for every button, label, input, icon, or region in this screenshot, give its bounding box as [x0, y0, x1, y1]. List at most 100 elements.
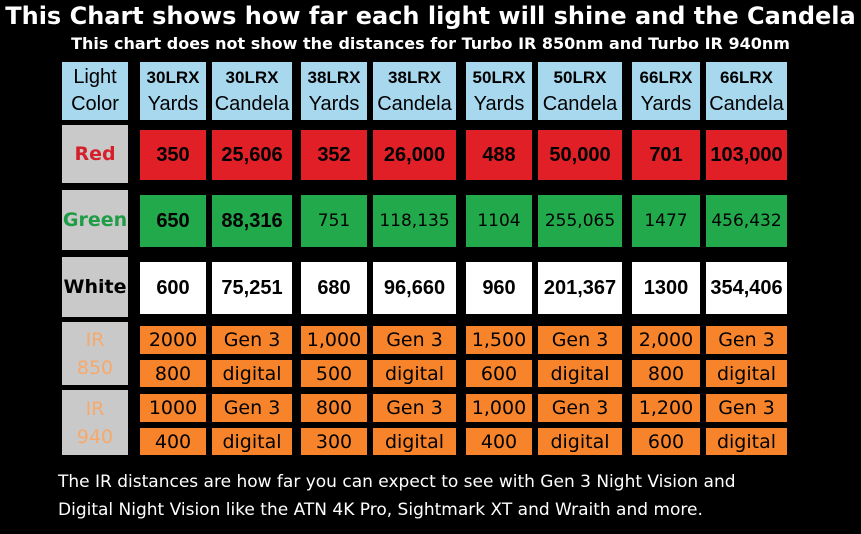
- ir-data-cell: 800: [632, 360, 700, 387]
- header-measure: Yards: [473, 93, 525, 115]
- header-measure: Candela: [709, 93, 784, 115]
- header-model: 50LRX: [553, 68, 607, 87]
- row-label-white: White: [62, 257, 128, 317]
- header-measure: Yards: [640, 93, 692, 115]
- header-model: 38LRX: [307, 68, 361, 87]
- header-model: 30LRX: [146, 68, 200, 87]
- data-cell: 103,000: [706, 130, 787, 180]
- ir-label-line1: IR: [85, 328, 105, 351]
- row-label-ir-850: IR 850: [62, 322, 128, 385]
- ir-data-cell: Gen 3: [373, 394, 456, 422]
- header-cell: 30LRX Yards: [140, 62, 206, 120]
- ir-data-cell: 2000: [140, 326, 206, 354]
- data-cell: 354,406: [706, 262, 787, 314]
- data-cell: 201,367: [538, 262, 622, 314]
- ir-data-cell: Gen 3: [706, 394, 787, 422]
- ir-data-cell: 600: [632, 428, 700, 455]
- ir-data-cell: Gen 3: [706, 326, 787, 354]
- header-cell: 50LRX Yards: [466, 62, 532, 120]
- data-cell: 1477: [632, 195, 700, 247]
- data-cell: 1104: [466, 195, 532, 247]
- header-cell: 38LRX Candela: [373, 62, 456, 120]
- ir-data-cell: digital: [212, 360, 292, 387]
- data-cell: 488: [466, 130, 532, 180]
- data-cell: 50,000: [538, 130, 622, 180]
- header-model: 66LRX: [639, 68, 693, 87]
- ir-data-cell: 1,200: [632, 394, 700, 422]
- color-label: Red: [74, 143, 116, 165]
- ir-label-line2: 940: [76, 425, 114, 448]
- color-label: White: [63, 276, 127, 298]
- header-measure: Candela: [214, 93, 290, 115]
- ir-data-cell: digital: [538, 360, 622, 387]
- data-cell: 96,660: [373, 262, 456, 314]
- ir-data-cell: 800: [140, 360, 206, 387]
- data-cell: 960: [466, 262, 532, 314]
- header-model: 38LRX: [388, 68, 441, 87]
- data-cell: 26,000: [373, 130, 456, 180]
- data-cell: 600: [140, 262, 206, 314]
- data-cell: 350: [140, 130, 206, 180]
- header-measure: Candela: [542, 93, 618, 115]
- ir-data-cell: Gen 3: [538, 326, 622, 354]
- header-cell: 38LRX Yards: [301, 62, 367, 120]
- ir-data-cell: Gen 3: [373, 326, 456, 354]
- ir-data-cell: 1,500: [466, 326, 532, 354]
- data-cell: 701: [632, 130, 700, 180]
- ir-data-cell: 600: [466, 360, 532, 387]
- header-cell: Light Color: [62, 62, 128, 120]
- color-label: Green: [62, 209, 128, 231]
- ir-data-cell: 800: [301, 394, 367, 422]
- header-measure: Color: [71, 93, 119, 115]
- header-cell: 66LRX Yards: [632, 62, 700, 120]
- ir-data-cell: Gen 3: [538, 394, 622, 422]
- ir-data-cell: 500: [301, 360, 367, 387]
- ir-data-cell: 300: [301, 428, 367, 455]
- header-model: 66LRX: [720, 68, 773, 87]
- ir-data-cell: 1,000: [466, 394, 532, 422]
- data-cell: 352: [301, 130, 367, 180]
- data-cell: 751: [301, 195, 367, 247]
- header-cell: 66LRX Candela: [706, 62, 787, 120]
- data-cell: 650: [140, 195, 206, 247]
- data-cell: 75,251: [212, 262, 292, 314]
- data-cell: 456,432: [706, 195, 787, 247]
- row-label-ir-940: IR 940: [62, 390, 128, 455]
- chart-title: This Chart shows how far each light will…: [5, 2, 856, 30]
- data-cell: 1300: [632, 262, 700, 314]
- footer-line-2: Digital Night Vision like the ATN 4K Pro…: [58, 500, 703, 520]
- ir-data-cell: digital: [706, 360, 787, 387]
- ir-label-line2: 850: [76, 356, 114, 379]
- footer-line-1: The IR distances are how far you can exp…: [58, 472, 736, 492]
- header-measure: Yards: [308, 93, 360, 115]
- header-model: 50LRX: [472, 68, 526, 87]
- ir-data-cell: 1,000: [301, 326, 367, 354]
- ir-data-cell: digital: [212, 428, 292, 455]
- header-measure: Candela: [377, 93, 452, 115]
- ir-data-cell: 1000: [140, 394, 206, 422]
- ir-data-cell: 400: [466, 428, 532, 455]
- ir-data-cell: digital: [706, 428, 787, 455]
- data-cell: 255,065: [538, 195, 622, 247]
- ir-data-cell: Gen 3: [212, 326, 292, 354]
- header-measure: Yards: [147, 93, 199, 115]
- footer-note: The IR distances are how far you can exp…: [58, 468, 848, 524]
- ir-data-cell: 2,000: [632, 326, 700, 354]
- ir-data-cell: digital: [538, 428, 622, 455]
- data-cell: 88,316: [212, 195, 292, 247]
- header-model: 30LRX: [225, 68, 279, 87]
- ir-label-line1: IR: [85, 397, 105, 420]
- chart-subtitle: This chart does not show the distances f…: [71, 34, 790, 53]
- ir-data-cell: digital: [373, 428, 456, 455]
- header-cell: 50LRX Candela: [538, 62, 622, 120]
- ir-data-cell: Gen 3: [212, 394, 292, 422]
- header-model: Light: [73, 66, 117, 88]
- header-cell: 30LRX Candela: [212, 62, 292, 120]
- data-cell: 25,606: [212, 130, 292, 180]
- data-cell: 680: [301, 262, 367, 314]
- row-label-green: Green: [62, 190, 128, 250]
- ir-data-cell: 400: [140, 428, 206, 455]
- data-cell: 118,135: [373, 195, 456, 247]
- row-label-red: Red: [62, 125, 128, 183]
- ir-data-cell: digital: [373, 360, 456, 387]
